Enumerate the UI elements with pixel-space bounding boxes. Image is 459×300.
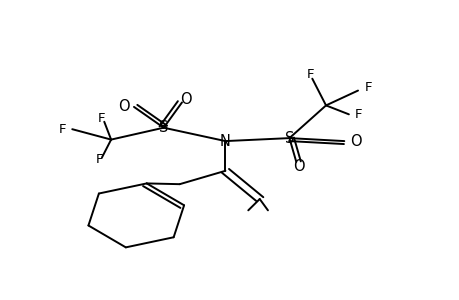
- Text: F: F: [58, 123, 66, 136]
- Text: O: O: [292, 159, 304, 174]
- Text: F: F: [96, 153, 103, 166]
- Text: F: F: [98, 112, 106, 125]
- Text: O: O: [349, 134, 361, 148]
- Text: N: N: [219, 134, 230, 148]
- Text: O: O: [179, 92, 191, 107]
- Text: F: F: [354, 108, 362, 121]
- Text: F: F: [364, 81, 371, 94]
- Text: F: F: [306, 68, 313, 81]
- Text: S: S: [284, 130, 293, 146]
- Text: O: O: [118, 99, 129, 114]
- Text: S: S: [159, 120, 168, 135]
